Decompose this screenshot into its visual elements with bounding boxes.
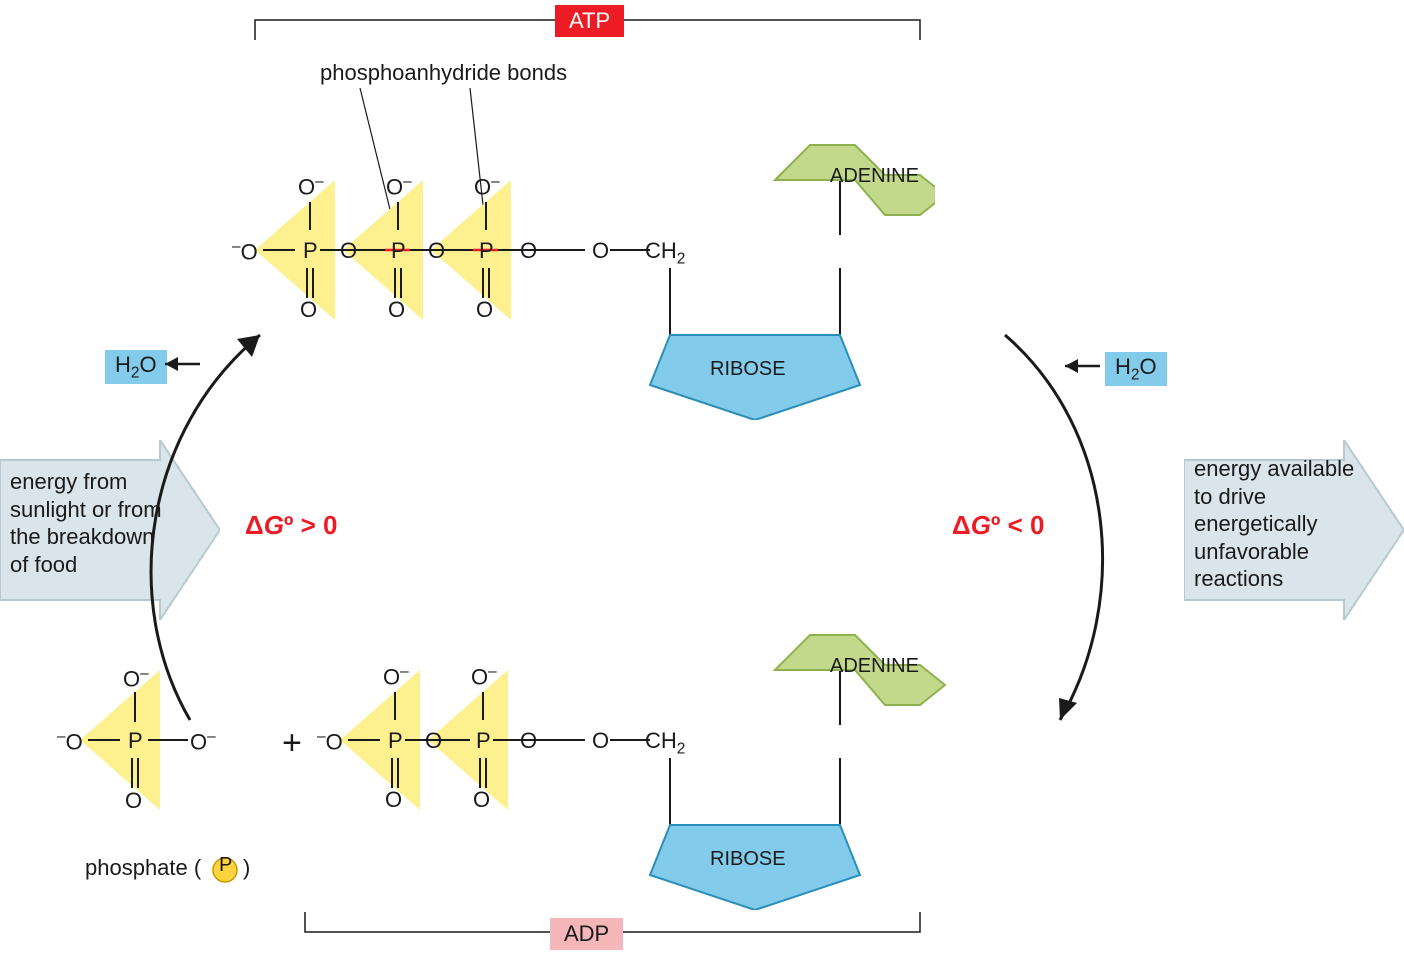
pi-P: P xyxy=(128,728,143,754)
plus-sign: + xyxy=(282,724,302,763)
adp-O-bot1: O xyxy=(385,787,402,813)
phosphate-p-text: P xyxy=(219,854,232,877)
pi-structure xyxy=(80,640,260,840)
adp-Olink1: O xyxy=(425,728,442,754)
atp-O-link2: O xyxy=(428,238,445,264)
atp-O-top3: O– xyxy=(474,173,500,200)
p-text: P xyxy=(219,854,232,876)
adp-P1: P xyxy=(388,728,403,754)
adp-O-bot2: O xyxy=(473,787,490,813)
close-text: ) xyxy=(243,855,250,880)
atp-P3: P xyxy=(479,238,494,264)
pi-O-bot: O xyxy=(125,788,142,814)
atp-ribose: RIBOSE xyxy=(710,358,786,381)
diagram-stage: ATP ADP phosphoanhydride bonds energy fr… xyxy=(0,0,1404,954)
atp-O-link3: O xyxy=(520,238,537,264)
adp-Olink2: O xyxy=(520,728,537,754)
atp-P2: P xyxy=(391,238,406,264)
phosphate-label-text: phosphate ( xyxy=(85,855,201,880)
pi-Oright: O– xyxy=(190,728,216,755)
plus-text: + xyxy=(282,724,302,762)
atp-Ominus-left: –O xyxy=(232,238,258,265)
atp-O-link1: O xyxy=(340,238,357,264)
pi-Oleft: –O xyxy=(57,728,83,755)
atp-O-bot3: O xyxy=(476,297,493,323)
adp-O-top2: O– xyxy=(471,663,497,690)
pi-O-top: O– xyxy=(123,665,149,692)
adp-P2: P xyxy=(476,728,491,754)
atp-O-top1: O– xyxy=(298,173,324,200)
adp-ch2: CH2 xyxy=(645,728,685,758)
atp-O-bot2: O xyxy=(388,297,405,323)
ribose-text-adp: RIBOSE xyxy=(710,848,786,870)
adenine-text: ADENINE xyxy=(830,165,919,187)
atp-O-top2: O– xyxy=(386,173,412,200)
atp-O-bot1: O xyxy=(300,297,317,323)
adp-Olink3: O xyxy=(592,728,609,754)
adenine-text-adp: ADENINE xyxy=(830,655,919,677)
phosphate-label: phosphate ( xyxy=(85,855,201,881)
adp-O-top1: O– xyxy=(383,663,409,690)
phosphate-close: ) xyxy=(243,855,250,881)
atp-P1: P xyxy=(303,238,318,264)
atp-adenine: ADENINE xyxy=(830,165,919,188)
adp-ribose: RIBOSE xyxy=(710,848,786,871)
adp-adenine: ADENINE xyxy=(830,655,919,678)
adp-Oleft: –O xyxy=(317,728,343,755)
atp-O-link4: O xyxy=(592,238,609,264)
ribose-text: RIBOSE xyxy=(710,358,786,380)
atp-ch2: CH2 xyxy=(645,238,685,268)
